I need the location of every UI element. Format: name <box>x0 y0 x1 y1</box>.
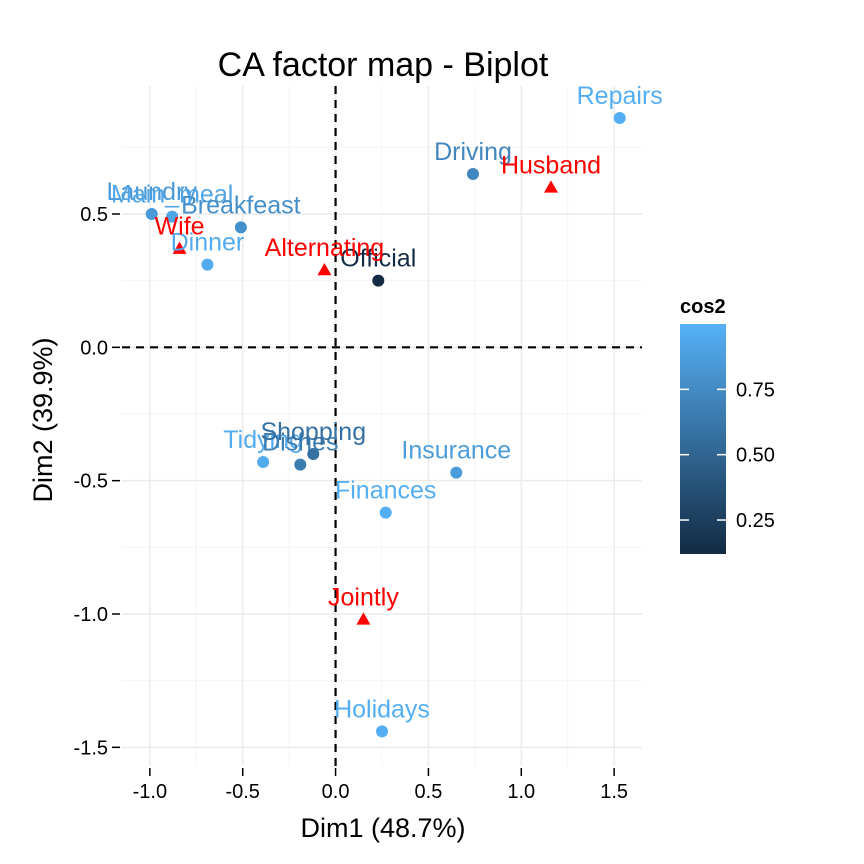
row-point-label: Holidays <box>334 695 430 723</box>
legend-ticks: 0.25 0.50 0.75 <box>680 379 775 532</box>
x-tick-label: 1.5 <box>600 781 628 803</box>
row-point <box>257 456 270 468</box>
legend-title: cos2 <box>680 296 726 318</box>
row-point-label: Finances <box>335 477 436 505</box>
y-tick-label: -0.5 <box>74 471 108 493</box>
row-point-label: Breakfeast <box>181 191 301 219</box>
column-point-label: Jointly <box>328 583 399 611</box>
column-point-label: Alternating <box>265 234 385 262</box>
row-point-label: Laundry <box>107 178 198 206</box>
y-tick-label: -1.5 <box>74 737 108 759</box>
legend-tick-label: 0.25 <box>736 510 775 532</box>
legend-colorbar <box>680 324 726 554</box>
row-point <box>613 112 626 124</box>
reference-lines <box>122 86 642 766</box>
row-point <box>294 458 307 471</box>
x-axis-title: Dim1 (48.7%) <box>300 813 465 843</box>
y-axis-title: Dim2 (39.9%) <box>28 337 58 502</box>
column-point-label: Husband <box>501 151 601 179</box>
data-points <box>145 112 626 738</box>
row-point-label: Tidying <box>223 426 303 454</box>
y-tick-label: 0.5 <box>80 204 108 226</box>
chart-title: CA factor map - Biplot <box>218 46 549 84</box>
x-tick-label: -1.0 <box>133 781 167 803</box>
row-point-label: Dinner <box>171 229 245 257</box>
x-tick-label: 1.0 <box>507 781 535 803</box>
color-legend: cos2 0.25 0.50 0.75 <box>680 296 775 554</box>
y-tick-label: 0.0 <box>80 337 108 359</box>
row-point-label: Official <box>340 245 416 273</box>
x-tick-label: 0.5 <box>415 781 443 803</box>
row-point <box>201 258 214 271</box>
row-point <box>234 221 247 234</box>
legend-tick-label: 0.50 <box>736 445 775 467</box>
point-labels: LaundryMain_mealDinnerBreakfeastTidyingD… <box>107 82 663 723</box>
y-tick-label: -1.0 <box>74 604 108 626</box>
row-point-label: Shopping <box>260 418 366 446</box>
row-point <box>307 448 320 460</box>
column-point <box>172 241 187 254</box>
row-point-label: Insurance <box>401 437 511 465</box>
axes: -1.0 -0.5 0.0 0.5 1.0 1.5 -1.5 -1.0 -0.5 0.0 0.5 <box>74 204 629 803</box>
column-point <box>317 263 332 276</box>
row-point-label: Main_meal <box>111 181 233 209</box>
row-point <box>376 725 388 738</box>
row-point <box>450 466 463 479</box>
row-point-label: Dishes <box>262 429 338 457</box>
row-point <box>166 210 179 223</box>
row-point <box>372 274 385 287</box>
row-point-label: Driving <box>434 138 512 166</box>
column-point <box>356 612 371 625</box>
row-point-label: Repairs <box>577 82 663 110</box>
row-point <box>145 208 158 220</box>
row-point <box>467 168 479 180</box>
x-tick-label: -0.5 <box>225 781 259 803</box>
legend-tick-label: 0.75 <box>736 379 775 401</box>
x-tick-label: 0.0 <box>322 781 350 803</box>
column-point-label: Wife <box>155 213 205 241</box>
row-point <box>379 506 392 519</box>
column-point <box>544 180 558 193</box>
